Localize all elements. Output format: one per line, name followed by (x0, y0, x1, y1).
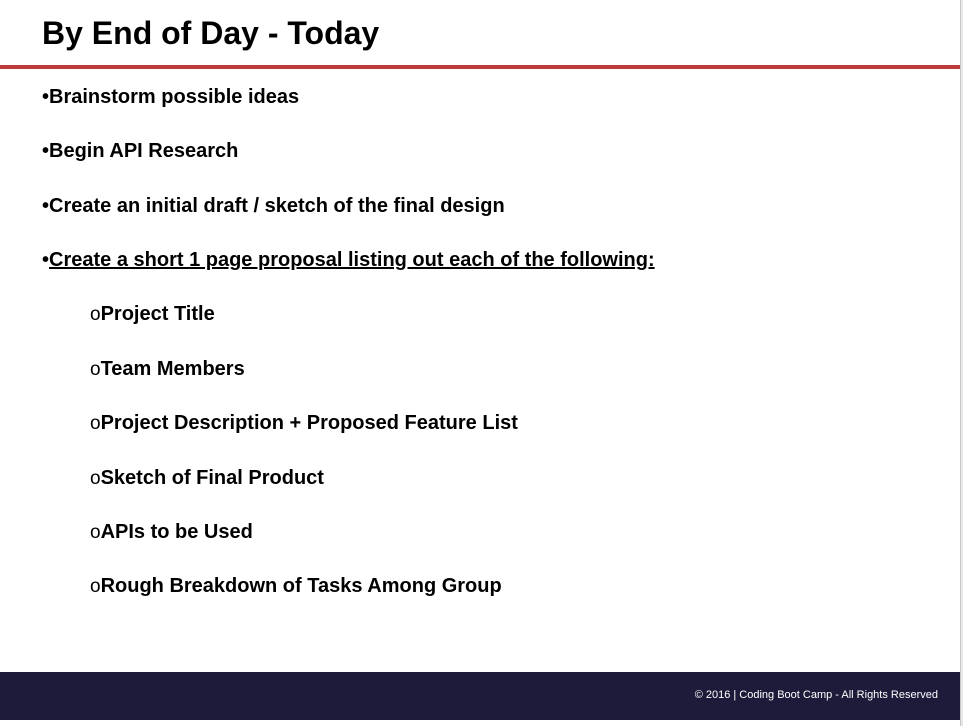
subitem-project-title: oProject Title (90, 302, 215, 327)
bullet-item-initial-draft: •Create an initial draft / sketch of the… (42, 194, 505, 218)
bullet-item-api-research: •Begin API Research (42, 139, 238, 163)
subitem-team-members: oTeam Members (90, 357, 245, 382)
sub-bullet-marker: o (90, 468, 101, 489)
copyright-text: © 2016 | Coding Boot Camp - All Rights R… (694, 689, 938, 701)
slide-title: By End of Day - Today (42, 15, 380, 51)
bullet-marker: • (42, 86, 50, 108)
sub-bullet-marker: o (90, 576, 101, 597)
subitem-text: Project Title (100, 303, 215, 325)
bullet-text: Brainstorm possible ideas (49, 86, 300, 108)
bullet-item-proposal: •Create a short 1 page proposal listing … (42, 248, 655, 272)
subitem-task-breakdown: oRough Breakdown of Tasks Among Group (90, 574, 502, 599)
subitem-text: Sketch of Final Product (100, 467, 324, 489)
bullet-text: Create a short 1 page proposal listing o… (49, 249, 655, 271)
subitem-text: Rough Breakdown of Tasks Among Group (100, 575, 502, 597)
title-divider (0, 65, 960, 69)
sub-bullet-marker: o (90, 304, 101, 325)
subitem-sketch: oSketch of Final Product (90, 466, 324, 491)
subitem-project-description: oProject Description + Proposed Feature … (90, 411, 518, 436)
sub-bullet-marker: o (90, 522, 101, 543)
bullet-marker: • (42, 140, 50, 162)
subitem-text: Project Description + Proposed Feature L… (100, 412, 518, 434)
subitem-text: APIs to be Used (100, 521, 253, 543)
sub-bullet-marker: o (90, 413, 101, 434)
bullet-item-brainstorm: •Brainstorm possible ideas (42, 85, 299, 109)
bullet-marker: • (42, 249, 50, 271)
subitem-text: Team Members (100, 358, 245, 380)
sub-bullet-marker: o (90, 359, 101, 380)
footer-bar: © 2016 | Coding Boot Camp - All Rights R… (0, 672, 960, 720)
bullet-text: Begin API Research (49, 140, 239, 162)
subitem-apis: oAPIs to be Used (90, 520, 253, 545)
bullet-text: Create an initial draft / sketch of the … (49, 195, 505, 217)
bullet-marker: • (42, 195, 50, 217)
